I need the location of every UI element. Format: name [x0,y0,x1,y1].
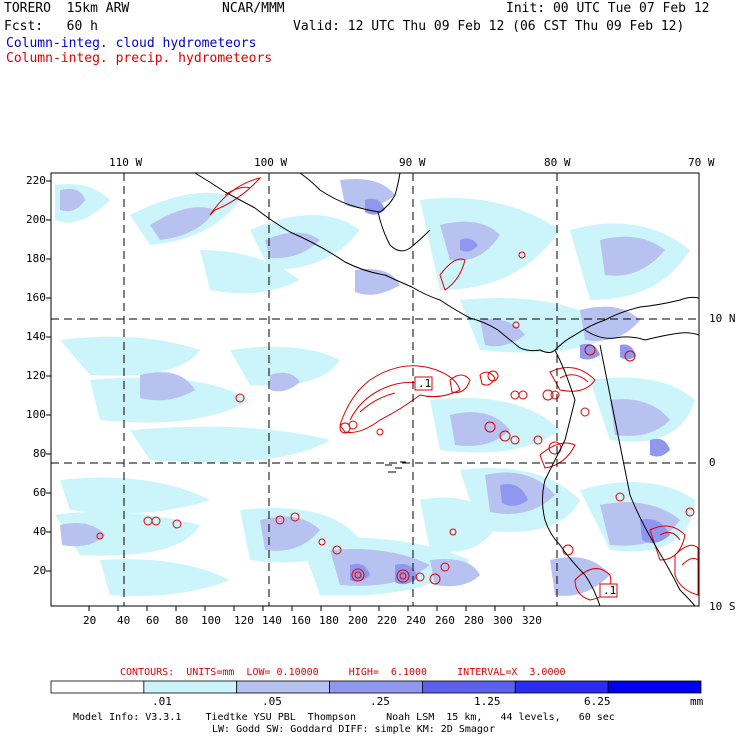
y-tick-label: 100 [26,408,46,421]
x-tick-label: 320 [522,614,542,627]
x-tick-label: 60 [146,614,160,627]
legend-swatch [143,680,238,694]
org-label: NCAR/MMM [222,1,285,16]
x-tick-label: 260 [435,614,455,627]
y-tick-label: 80 [33,447,47,460]
legend-label: .25 [370,695,390,708]
legend-unit: mm [690,695,704,708]
init-time: Init: 00 UTC Tue 07 Feb 12 [506,1,710,16]
contours-summary: CONTOURS: UNITS=mm LOW= 0.10000 HIGH= 6.… [120,667,566,678]
contour-label-south: .1 [603,584,617,597]
lon-label-110w: 110 W [109,156,143,169]
color-legend-bar [50,680,702,694]
y-tick-label: 200 [26,213,46,226]
legend-swatch [329,680,423,694]
contour-label-mid: .1 [418,377,432,390]
x-tick-label: 140 [262,614,282,627]
footer-physics-info: LW: Godd SW: Goddard DIFF: simple KM: 2D… [212,724,495,735]
lat-label-10n: 10 N [709,312,736,325]
model-title: TORERO 15km ARW [4,1,130,16]
lat-label-10s: 10 S [709,600,736,613]
field-cloud-label: Column-integ. cloud hydrometeors [6,36,257,51]
legend-label: 1.25 [474,695,501,708]
legend-swatch [50,680,145,694]
x-tick-label: 280 [464,614,484,627]
lon-label-70w: 70 W [688,156,715,169]
forecast-hour: Fcst: 60 h [4,19,98,34]
legend-label: .05 [262,695,282,708]
footer-model-info: Model Info: V3.3.1 Tiedtke YSU PBL Thomp… [73,712,615,723]
coastlines [194,172,700,607]
y-tick-label: 220 [26,174,46,187]
x-tick-label: 220 [377,614,397,627]
legend-swatch [514,680,609,694]
valid-time: Valid: 12 UTC Thu 09 Feb 12 (06 CST Thu … [293,19,685,34]
legend-swatch [236,680,330,694]
field-precip-label: Column-integ. precip. hydrometeors [6,51,273,66]
contour-label-boxes [414,376,618,598]
x-tick-label: 80 [175,614,189,627]
legend-label: .01 [152,695,172,708]
x-tick-label: 180 [319,614,339,627]
x-tick-label: 120 [234,614,254,627]
x-tick-label: 300 [493,614,513,627]
y-tick-label: 180 [26,252,46,265]
graticule [51,173,699,606]
y-tick-label: 140 [26,330,46,343]
x-tick-label: 100 [201,614,221,627]
legend-swatch [607,680,702,694]
x-tick-label: 20 [83,614,97,627]
cloud-shading-light [55,184,695,596]
x-tick-label: 160 [291,614,311,627]
x-tick-label: 40 [117,614,131,627]
y-tick-label: 160 [26,291,46,304]
lat-label-eq: 0 [709,456,716,469]
lon-label-80w: 80 W [544,156,571,169]
precip-contours [96,177,699,601]
y-tick-label: 120 [26,369,46,382]
lon-label-100w: 100 W [254,156,288,169]
y-tick-label: 60 [33,486,47,499]
axis-ticks [46,180,525,611]
legend-swatch [422,680,516,694]
x-tick-label: 240 [406,614,426,627]
y-tick-label: 20 [33,564,47,577]
legend-label: 6.25 [584,695,611,708]
x-tick-label: 200 [348,614,368,627]
lon-label-90w: 90 W [399,156,426,169]
cloud-shading-dark [350,198,670,585]
y-tick-label: 40 [33,525,47,538]
plot-frame [50,172,700,607]
